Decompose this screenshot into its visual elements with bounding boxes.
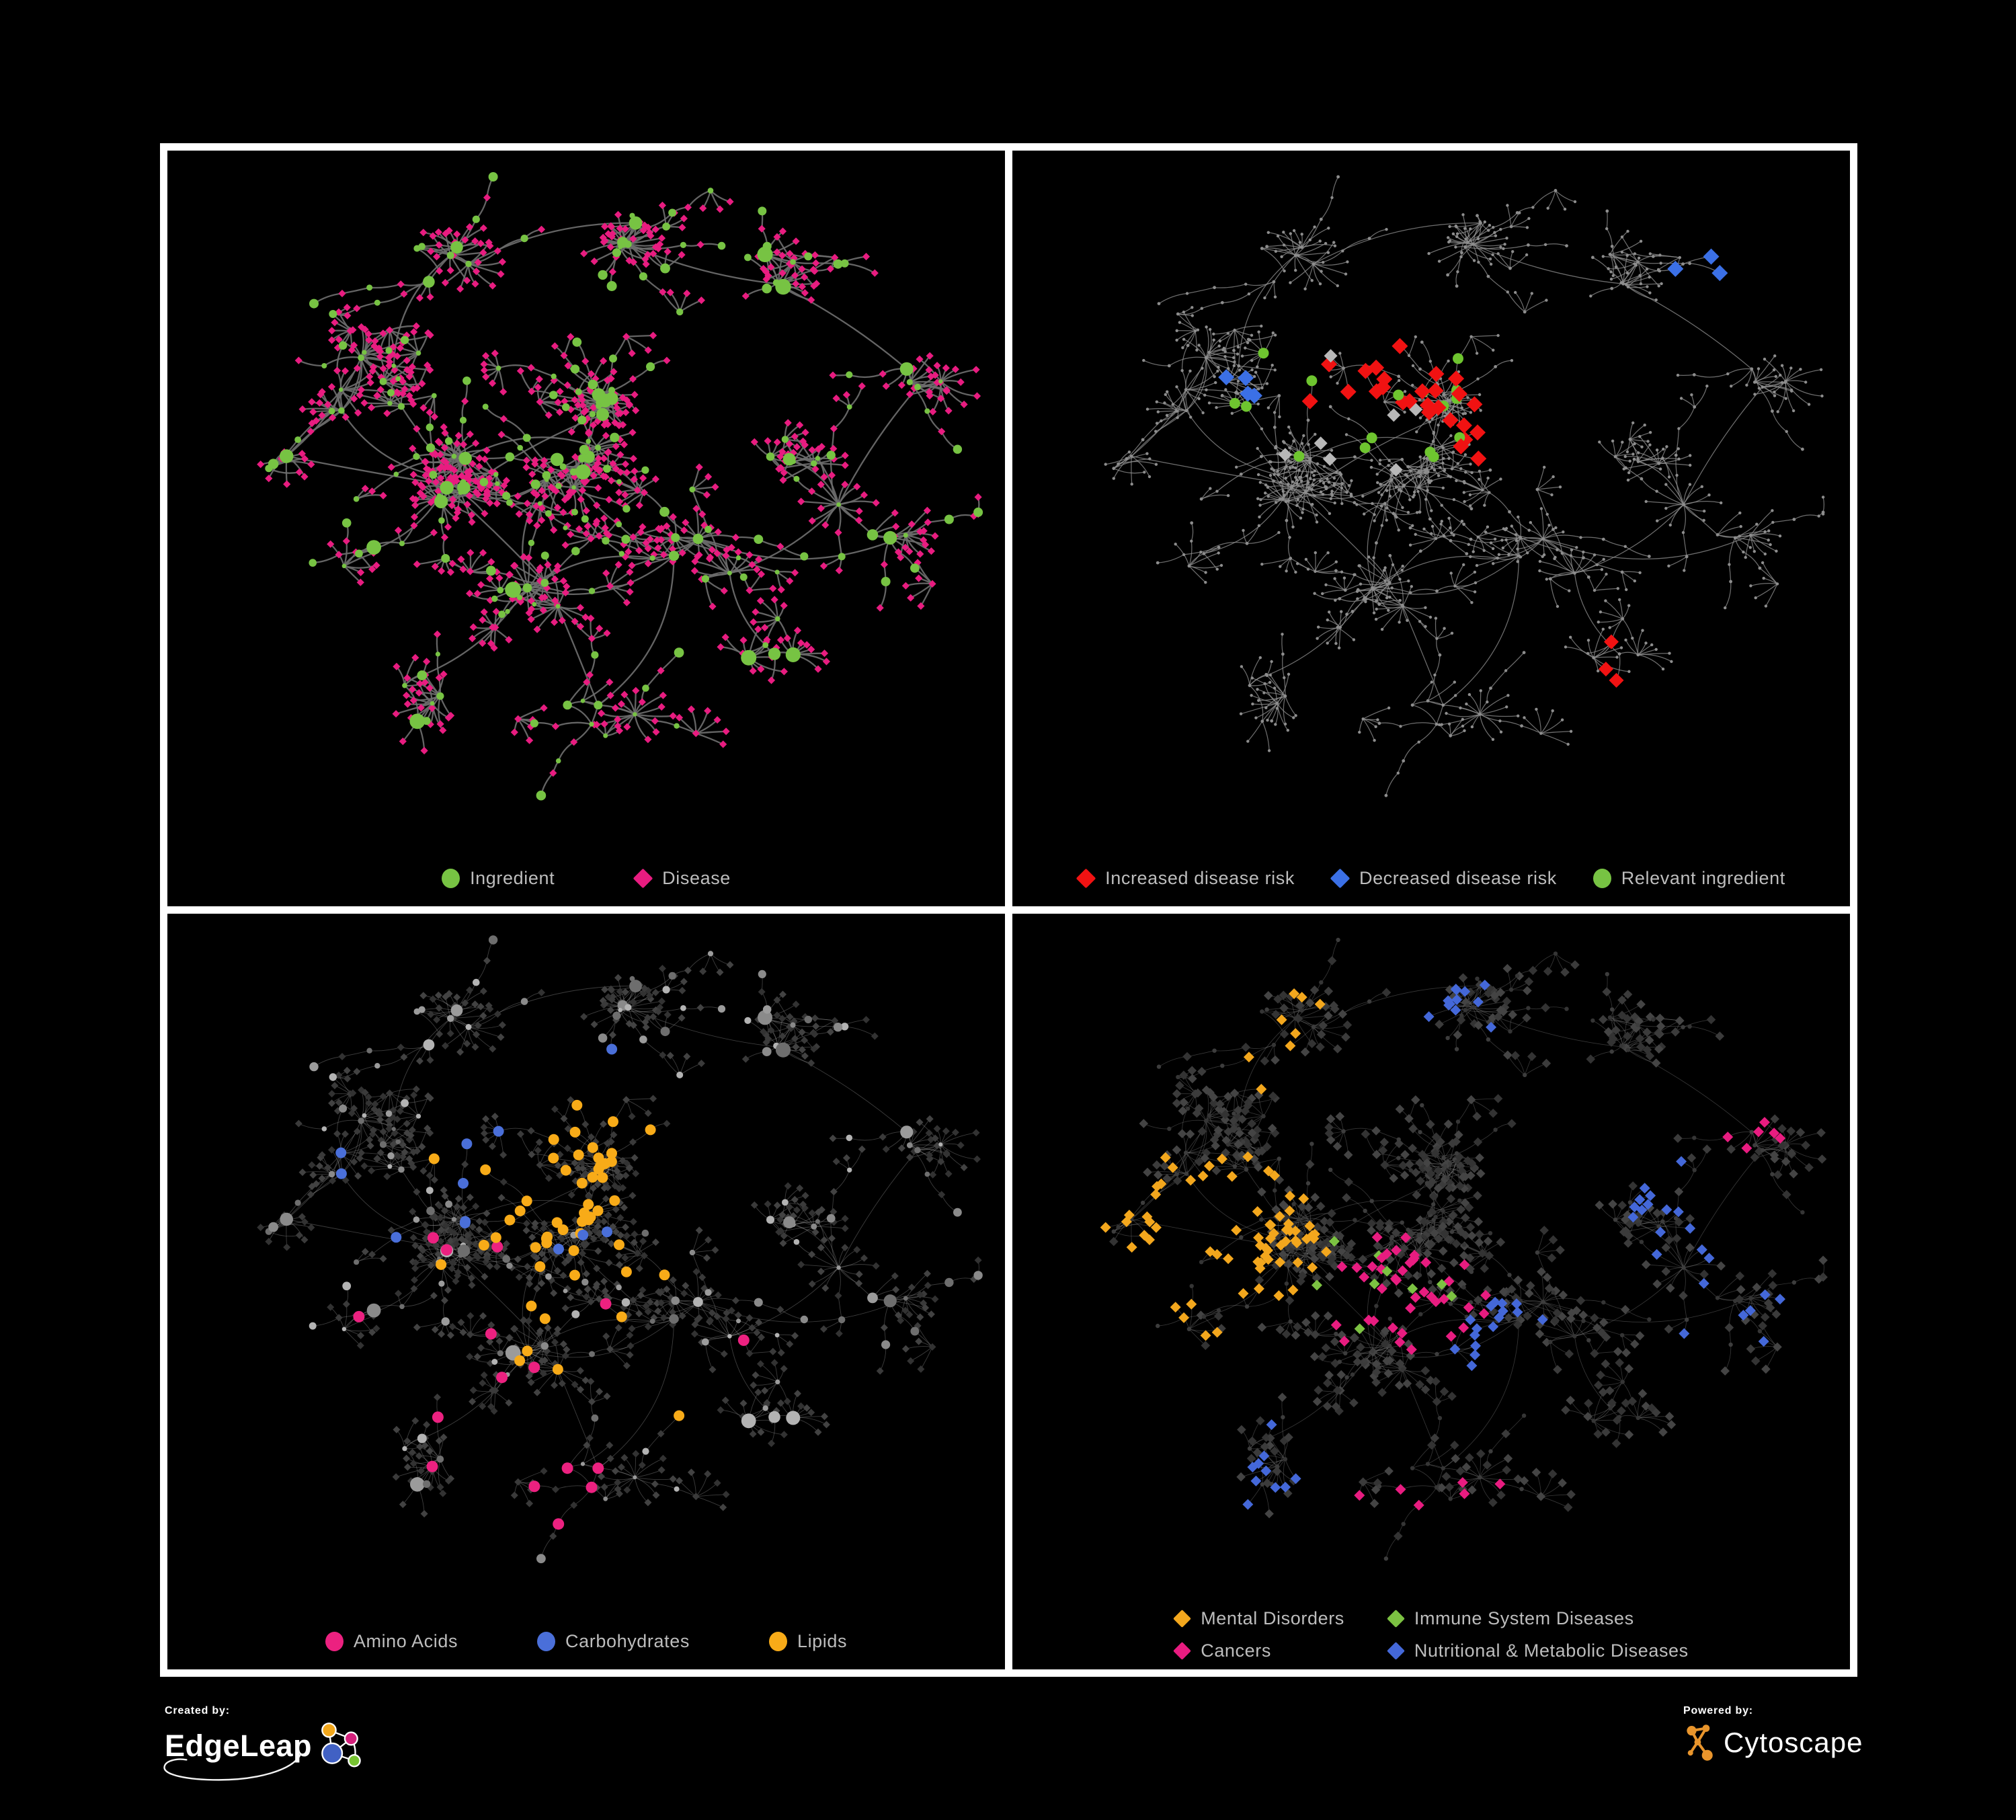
edgeleap-node-blue bbox=[321, 1742, 344, 1764]
edgeleap-credit: Created by: EdgeLeap bbox=[163, 1705, 371, 1781]
powered-by-label: Powered by: bbox=[1683, 1705, 1753, 1716]
edgeleap-swoosh-curve bbox=[163, 1753, 302, 1781]
panel-disease-risk-network: Increased disease risk Decreased disease … bbox=[1012, 151, 1850, 906]
edgeleap-logo-icon bbox=[321, 1723, 361, 1768]
cytoscape-wordmark: Cytoscape bbox=[1724, 1727, 1863, 1758]
network-graph-nutrient-classes bbox=[257, 935, 983, 1564]
network-graph-disease-risk bbox=[1104, 175, 1825, 797]
cytoscape-logo-icon bbox=[1687, 1725, 1713, 1761]
created-by-label: Created by: bbox=[165, 1705, 230, 1716]
network-graph-ingredient-disease bbox=[257, 172, 983, 801]
figure-panels-grid: Ingredient Disease Increased disease risk… bbox=[160, 143, 1857, 1677]
edgeleap-wordmark: EdgeLeap bbox=[165, 1729, 313, 1763]
edgeleap-node-pink bbox=[344, 1731, 358, 1746]
edgeleap-node-orange bbox=[321, 1723, 337, 1738]
panel-nutrient-class-network: Amino Acids Carbohydrates Lipids bbox=[167, 914, 1005, 1669]
network-graph-disease-categories bbox=[1100, 937, 1828, 1561]
edgeleap-node-green bbox=[348, 1753, 361, 1768]
cytoscape-credit: Powered by: Cytoscape bbox=[1683, 1705, 1863, 1763]
panel-ingredient-disease-network: Ingredient Disease bbox=[167, 151, 1005, 906]
panel-disease-category-network: Mental Disorders Immune System Diseases Ca… bbox=[1012, 914, 1850, 1669]
